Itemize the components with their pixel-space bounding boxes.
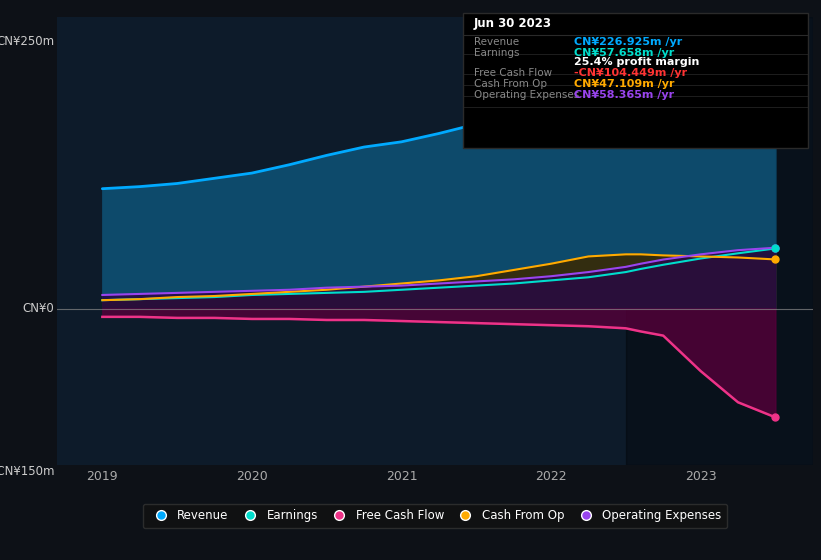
Text: Jun 30 2023: Jun 30 2023: [474, 17, 552, 30]
Text: CN¥57.658m /yr: CN¥57.658m /yr: [574, 48, 674, 58]
Text: Revenue: Revenue: [474, 38, 519, 48]
Legend: Revenue, Earnings, Free Cash Flow, Cash From Op, Operating Expenses: Revenue, Earnings, Free Cash Flow, Cash …: [143, 503, 727, 528]
Bar: [626, 17, 813, 465]
Text: CN¥250m: CN¥250m: [0, 35, 54, 48]
Text: CN¥58.365m /yr: CN¥58.365m /yr: [574, 90, 674, 100]
Text: -CN¥150m: -CN¥150m: [0, 465, 54, 478]
Text: Operating Expenses: Operating Expenses: [474, 90, 579, 100]
Text: Earnings: Earnings: [474, 48, 519, 58]
Text: Free Cash Flow: Free Cash Flow: [474, 68, 552, 78]
Text: CN¥0: CN¥0: [23, 302, 54, 315]
Text: -CN¥104.449m /yr: -CN¥104.449m /yr: [574, 68, 687, 78]
Text: CN¥226.925m /yr: CN¥226.925m /yr: [574, 38, 682, 48]
Text: 25.4% profit margin: 25.4% profit margin: [574, 57, 699, 67]
Text: Cash From Op: Cash From Op: [474, 79, 547, 89]
Text: CN¥47.109m /yr: CN¥47.109m /yr: [574, 79, 674, 89]
